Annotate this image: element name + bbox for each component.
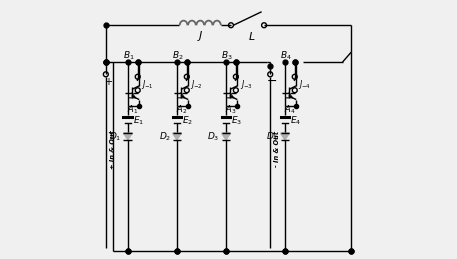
- Text: $L$: $L$: [248, 30, 255, 42]
- Text: +: +: [104, 77, 112, 87]
- Text: $D_4$: $D_4$: [266, 130, 279, 143]
- Text: $A_3$: $A_3$: [225, 103, 236, 116]
- Text: $B_1$: $B_1$: [123, 50, 135, 62]
- Polygon shape: [173, 133, 181, 140]
- Text: $E_3$: $E_3$: [231, 115, 243, 127]
- Text: - In & Out: - In & Out: [274, 131, 280, 167]
- Text: + In & Out: + In & Out: [110, 130, 116, 169]
- Text: $E_2$: $E_2$: [182, 115, 193, 127]
- Text: $D_2$: $D_2$: [159, 130, 171, 143]
- Polygon shape: [222, 133, 230, 140]
- Polygon shape: [123, 133, 133, 140]
- Text: $A_4$: $A_4$: [284, 103, 295, 116]
- Text: $D_3$: $D_3$: [207, 130, 220, 143]
- Polygon shape: [281, 133, 289, 140]
- Text: $J_{-4}$: $J_{-4}$: [298, 78, 312, 91]
- Text: $A_1$: $A_1$: [127, 103, 138, 116]
- Text: $A_2$: $A_2$: [176, 103, 187, 116]
- Text: $B_2$: $B_2$: [172, 50, 184, 62]
- Text: $D_1$: $D_1$: [109, 130, 122, 143]
- Text: $J_{-3}$: $J_{-3}$: [239, 78, 253, 91]
- Text: $J$: $J$: [197, 29, 204, 43]
- Text: −: −: [267, 75, 277, 88]
- Text: $J_{-1}$: $J_{-1}$: [141, 78, 154, 91]
- Text: $E_1$: $E_1$: [133, 115, 144, 127]
- Text: $B_3$: $B_3$: [221, 50, 233, 62]
- Text: $E_4$: $E_4$: [290, 115, 302, 127]
- Text: $B_4$: $B_4$: [280, 50, 292, 62]
- Text: $J_{-2}$: $J_{-2}$: [191, 78, 203, 91]
